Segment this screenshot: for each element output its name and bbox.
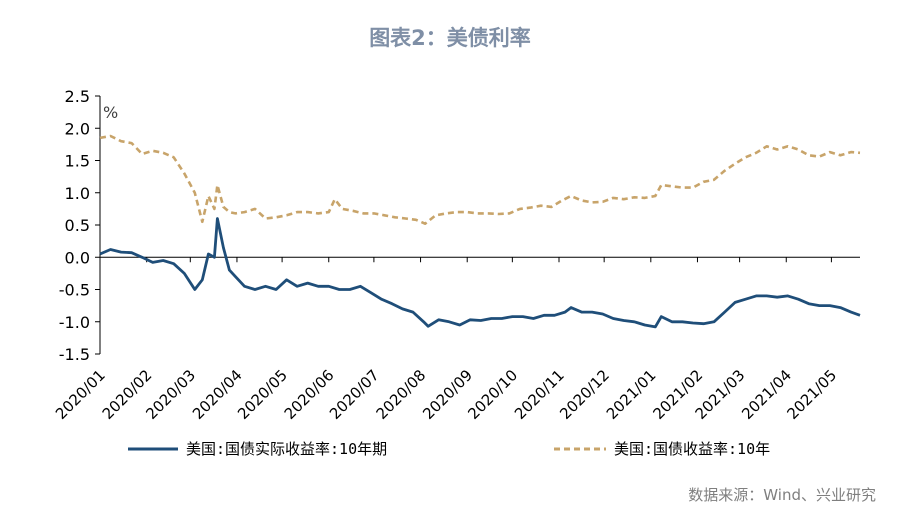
x-axis: 2020/012020/022020/032020/042020/052020/… [52, 256, 860, 423]
legend: 美国:国债实际收益率:10年期 美国:国债收益率:10年 [128, 440, 770, 458]
x-tick-label: 2020/07 [326, 366, 383, 423]
series-line-2 [99, 134, 861, 225]
y-tick-label: -0.5 [59, 281, 90, 300]
y-tick-label: 0.0 [65, 248, 90, 267]
legend-label-1: 美国:国债实际收益率:10年期 [186, 440, 387, 458]
y-tick-label: 0.5 [65, 216, 90, 235]
y-tick-label: -1.0 [59, 313, 90, 332]
legend-label-2: 美国:国债收益率:10年 [614, 440, 770, 458]
y-tick-label: -1.5 [59, 345, 90, 364]
x-tick-label: 2021/05 [783, 366, 840, 423]
x-tick-label: 2020/01 [52, 366, 109, 423]
chart-title: 图表2：美债利率 [369, 26, 531, 50]
y-axis: 2.5 2.0 1.5 1.0 0.5 0.0 -0.5 -1.0 -1.5 [59, 87, 101, 364]
y-tick-label: 2.0 [65, 119, 90, 138]
unit-label: % [103, 103, 118, 122]
series-line-1 [99, 217, 861, 329]
x-tick-label: 2020/08 [373, 366, 430, 423]
y-tick-label: 2.5 [65, 87, 90, 106]
x-tick-label: 2020/12 [556, 366, 613, 423]
y-tick-label: 1.5 [65, 152, 90, 171]
source-note: 数据来源：Wind、兴业研究 [688, 486, 876, 504]
series-group [99, 134, 861, 329]
x-tick-label: 2020/10 [464, 366, 521, 423]
x-tick-label: 2020/05 [234, 366, 291, 423]
y-tick-label: 1.0 [65, 184, 90, 203]
x-tick-label: 2021/01 [603, 366, 660, 423]
